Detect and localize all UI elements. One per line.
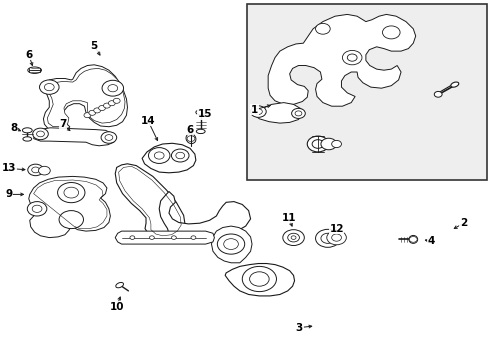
Polygon shape (47, 68, 125, 127)
Circle shape (39, 166, 50, 175)
Circle shape (408, 237, 416, 242)
Circle shape (217, 234, 244, 254)
Text: 8: 8 (10, 123, 18, 133)
Ellipse shape (23, 137, 32, 141)
Polygon shape (142, 143, 196, 173)
Circle shape (59, 211, 83, 229)
Circle shape (187, 136, 195, 141)
Polygon shape (267, 14, 415, 106)
Bar (246, 4, 486, 180)
Circle shape (311, 140, 323, 148)
Circle shape (101, 132, 117, 143)
Text: 12: 12 (328, 224, 343, 234)
Circle shape (58, 183, 85, 203)
Text: 6: 6 (186, 125, 193, 135)
Circle shape (294, 111, 301, 116)
Text: 10: 10 (109, 302, 123, 312)
Polygon shape (254, 103, 302, 123)
Circle shape (346, 54, 356, 61)
Circle shape (176, 152, 184, 159)
Circle shape (89, 110, 96, 115)
Circle shape (433, 91, 441, 97)
Polygon shape (115, 231, 214, 244)
Circle shape (99, 105, 105, 111)
Ellipse shape (450, 82, 458, 87)
Circle shape (306, 136, 328, 152)
Text: 5: 5 (90, 41, 98, 51)
Ellipse shape (22, 128, 32, 133)
Circle shape (40, 80, 59, 94)
Text: 13: 13 (2, 163, 17, 174)
Circle shape (242, 266, 276, 292)
Circle shape (32, 167, 40, 173)
Polygon shape (43, 65, 127, 131)
Text: 15: 15 (197, 109, 211, 120)
Circle shape (108, 101, 115, 106)
Circle shape (84, 113, 91, 118)
Circle shape (33, 128, 48, 140)
Circle shape (291, 108, 305, 118)
Circle shape (130, 236, 135, 239)
Ellipse shape (196, 129, 205, 134)
Circle shape (287, 233, 299, 242)
Circle shape (113, 98, 120, 103)
Ellipse shape (28, 67, 41, 73)
Circle shape (27, 202, 47, 216)
Circle shape (149, 236, 154, 239)
Circle shape (32, 205, 42, 212)
Circle shape (382, 26, 399, 39)
Ellipse shape (116, 283, 123, 288)
Circle shape (148, 148, 170, 163)
Text: 7: 7 (59, 119, 66, 129)
Circle shape (102, 80, 123, 96)
Circle shape (103, 103, 110, 108)
Polygon shape (159, 192, 250, 240)
Polygon shape (29, 176, 110, 238)
Text: 14: 14 (141, 116, 155, 126)
Circle shape (105, 135, 113, 140)
Text: 2: 2 (459, 218, 466, 228)
Circle shape (108, 85, 118, 92)
Circle shape (171, 236, 176, 239)
Text: 1: 1 (250, 105, 258, 115)
Circle shape (331, 140, 341, 148)
Polygon shape (115, 164, 185, 238)
Circle shape (315, 229, 339, 247)
Circle shape (282, 230, 304, 246)
Text: 9: 9 (6, 189, 13, 199)
Circle shape (171, 149, 189, 162)
Text: 6: 6 (25, 50, 32, 60)
Circle shape (28, 164, 43, 176)
Circle shape (44, 84, 54, 91)
Circle shape (249, 272, 268, 286)
Ellipse shape (185, 134, 196, 144)
Circle shape (326, 230, 346, 245)
Circle shape (250, 106, 265, 117)
Polygon shape (211, 226, 251, 263)
Circle shape (342, 50, 361, 65)
Polygon shape (34, 128, 115, 146)
Text: 11: 11 (281, 213, 295, 223)
Circle shape (254, 109, 262, 114)
Ellipse shape (408, 235, 417, 243)
Circle shape (315, 23, 329, 34)
Polygon shape (224, 264, 294, 296)
Ellipse shape (196, 110, 205, 115)
Circle shape (223, 239, 238, 249)
Circle shape (37, 131, 44, 137)
Circle shape (154, 152, 164, 159)
Text: 3: 3 (295, 323, 303, 333)
Circle shape (191, 236, 196, 239)
Text: 4: 4 (427, 236, 434, 246)
Circle shape (290, 236, 295, 239)
Circle shape (320, 138, 336, 150)
Circle shape (331, 234, 341, 241)
Circle shape (320, 233, 334, 243)
Circle shape (94, 108, 101, 113)
Circle shape (64, 187, 79, 198)
